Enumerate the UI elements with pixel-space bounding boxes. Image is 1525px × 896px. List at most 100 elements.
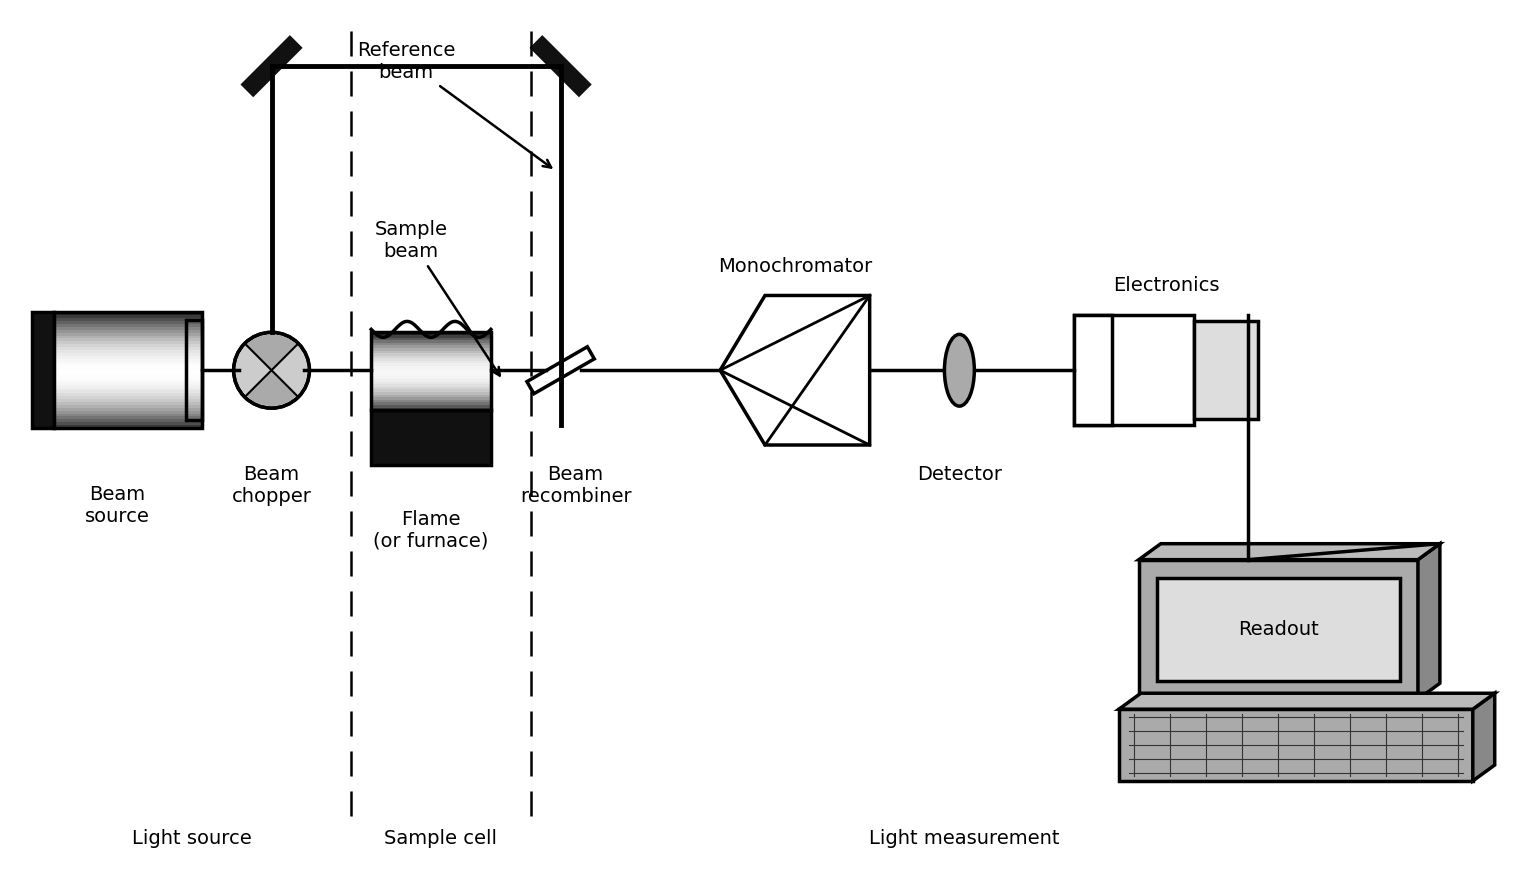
Bar	[55, 341, 201, 345]
Text: Light source: Light source	[131, 829, 252, 848]
Wedge shape	[246, 334, 297, 370]
Text: Flame
(or furnace): Flame (or furnace)	[374, 510, 488, 551]
Bar	[371, 350, 491, 354]
Bar	[55, 405, 201, 409]
Bar	[1074, 315, 1194, 425]
Polygon shape	[1473, 694, 1494, 781]
Wedge shape	[271, 345, 308, 396]
Bar	[55, 321, 201, 324]
Text: Readout: Readout	[1238, 620, 1319, 639]
Bar	[32, 313, 55, 428]
Bar	[55, 332, 201, 336]
Wedge shape	[246, 370, 297, 406]
Bar	[55, 402, 201, 405]
Bar	[55, 419, 201, 423]
Text: Sample cell: Sample cell	[384, 829, 497, 848]
Bar	[1139, 560, 1418, 699]
Polygon shape	[531, 37, 590, 96]
Polygon shape	[720, 296, 869, 445]
Circle shape	[233, 332, 310, 408]
Bar	[55, 379, 201, 383]
Bar	[371, 400, 491, 403]
Bar	[55, 350, 201, 353]
Bar	[371, 340, 491, 343]
Bar	[371, 402, 491, 405]
Text: Beam
source: Beam source	[84, 485, 149, 526]
Bar	[371, 397, 491, 401]
Bar	[55, 365, 201, 368]
Bar	[55, 315, 201, 319]
Bar	[55, 426, 201, 428]
Bar	[55, 393, 201, 397]
Bar	[371, 390, 491, 392]
Bar	[55, 414, 201, 417]
Bar	[371, 384, 491, 387]
Bar	[371, 387, 491, 390]
Bar	[371, 353, 491, 357]
Bar	[55, 408, 201, 411]
Text: Sample
beam: Sample beam	[375, 220, 500, 375]
Bar	[371, 348, 491, 351]
Bar	[55, 370, 201, 374]
Text: Electronics: Electronics	[1113, 277, 1220, 296]
Text: Detector: Detector	[917, 465, 1002, 484]
Polygon shape	[528, 347, 595, 393]
Bar	[55, 335, 201, 339]
Bar	[371, 366, 491, 369]
Bar	[55, 362, 201, 365]
Bar	[55, 417, 201, 420]
Bar	[55, 324, 201, 327]
Bar	[55, 339, 201, 342]
Bar	[55, 399, 201, 402]
Bar	[55, 373, 201, 376]
Bar	[55, 327, 201, 331]
Text: Reference
beam: Reference beam	[357, 40, 551, 168]
Bar	[371, 343, 491, 346]
Bar	[55, 313, 201, 315]
Bar	[55, 382, 201, 385]
Bar	[371, 394, 491, 398]
Bar	[55, 356, 201, 359]
Bar	[371, 345, 491, 349]
Bar	[55, 396, 201, 400]
Bar	[55, 313, 201, 428]
Text: Beam
recombiner: Beam recombiner	[520, 465, 631, 506]
Polygon shape	[1139, 544, 1440, 560]
Bar	[1157, 578, 1400, 681]
Polygon shape	[1418, 544, 1440, 699]
Bar	[1119, 710, 1473, 781]
Bar	[371, 410, 491, 465]
Bar	[186, 321, 201, 420]
Polygon shape	[1119, 694, 1494, 710]
Bar	[55, 367, 201, 371]
Bar	[55, 318, 201, 322]
Bar	[371, 376, 491, 380]
Wedge shape	[236, 345, 271, 396]
Bar	[371, 374, 491, 377]
Text: Light measurement: Light measurement	[869, 829, 1060, 848]
Bar	[55, 391, 201, 394]
Bar	[371, 382, 491, 384]
Bar	[371, 361, 491, 364]
Bar	[371, 356, 491, 358]
Bar	[371, 371, 491, 375]
Bar	[1074, 315, 1112, 425]
Bar	[371, 405, 491, 408]
Bar	[371, 392, 491, 395]
Bar	[371, 332, 491, 410]
Bar	[371, 335, 491, 338]
Bar	[371, 358, 491, 361]
Bar	[371, 364, 491, 366]
Text: Monochromator: Monochromator	[718, 256, 872, 276]
Bar	[55, 384, 201, 388]
Bar	[371, 332, 491, 335]
Bar	[55, 330, 201, 333]
Ellipse shape	[944, 334, 974, 406]
Text: Beam
chopper: Beam chopper	[232, 465, 311, 506]
Bar	[1194, 322, 1258, 419]
Bar	[55, 388, 201, 391]
Polygon shape	[242, 37, 300, 96]
Bar	[55, 376, 201, 379]
Bar	[371, 368, 491, 372]
Bar	[371, 338, 491, 340]
